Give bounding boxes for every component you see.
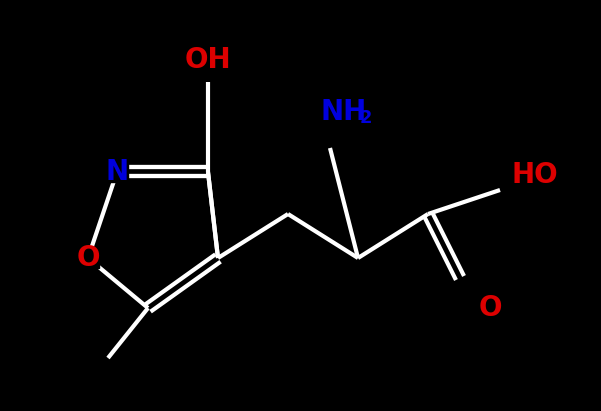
Text: HO: HO (511, 161, 558, 189)
Bar (77, 248, 99, 268)
Text: OH: OH (185, 46, 231, 74)
Text: O: O (478, 294, 502, 322)
Text: O: O (76, 244, 100, 272)
Bar (106, 162, 128, 182)
Text: 2: 2 (360, 109, 372, 127)
Text: NH: NH (321, 98, 367, 126)
Text: N: N (105, 158, 129, 186)
